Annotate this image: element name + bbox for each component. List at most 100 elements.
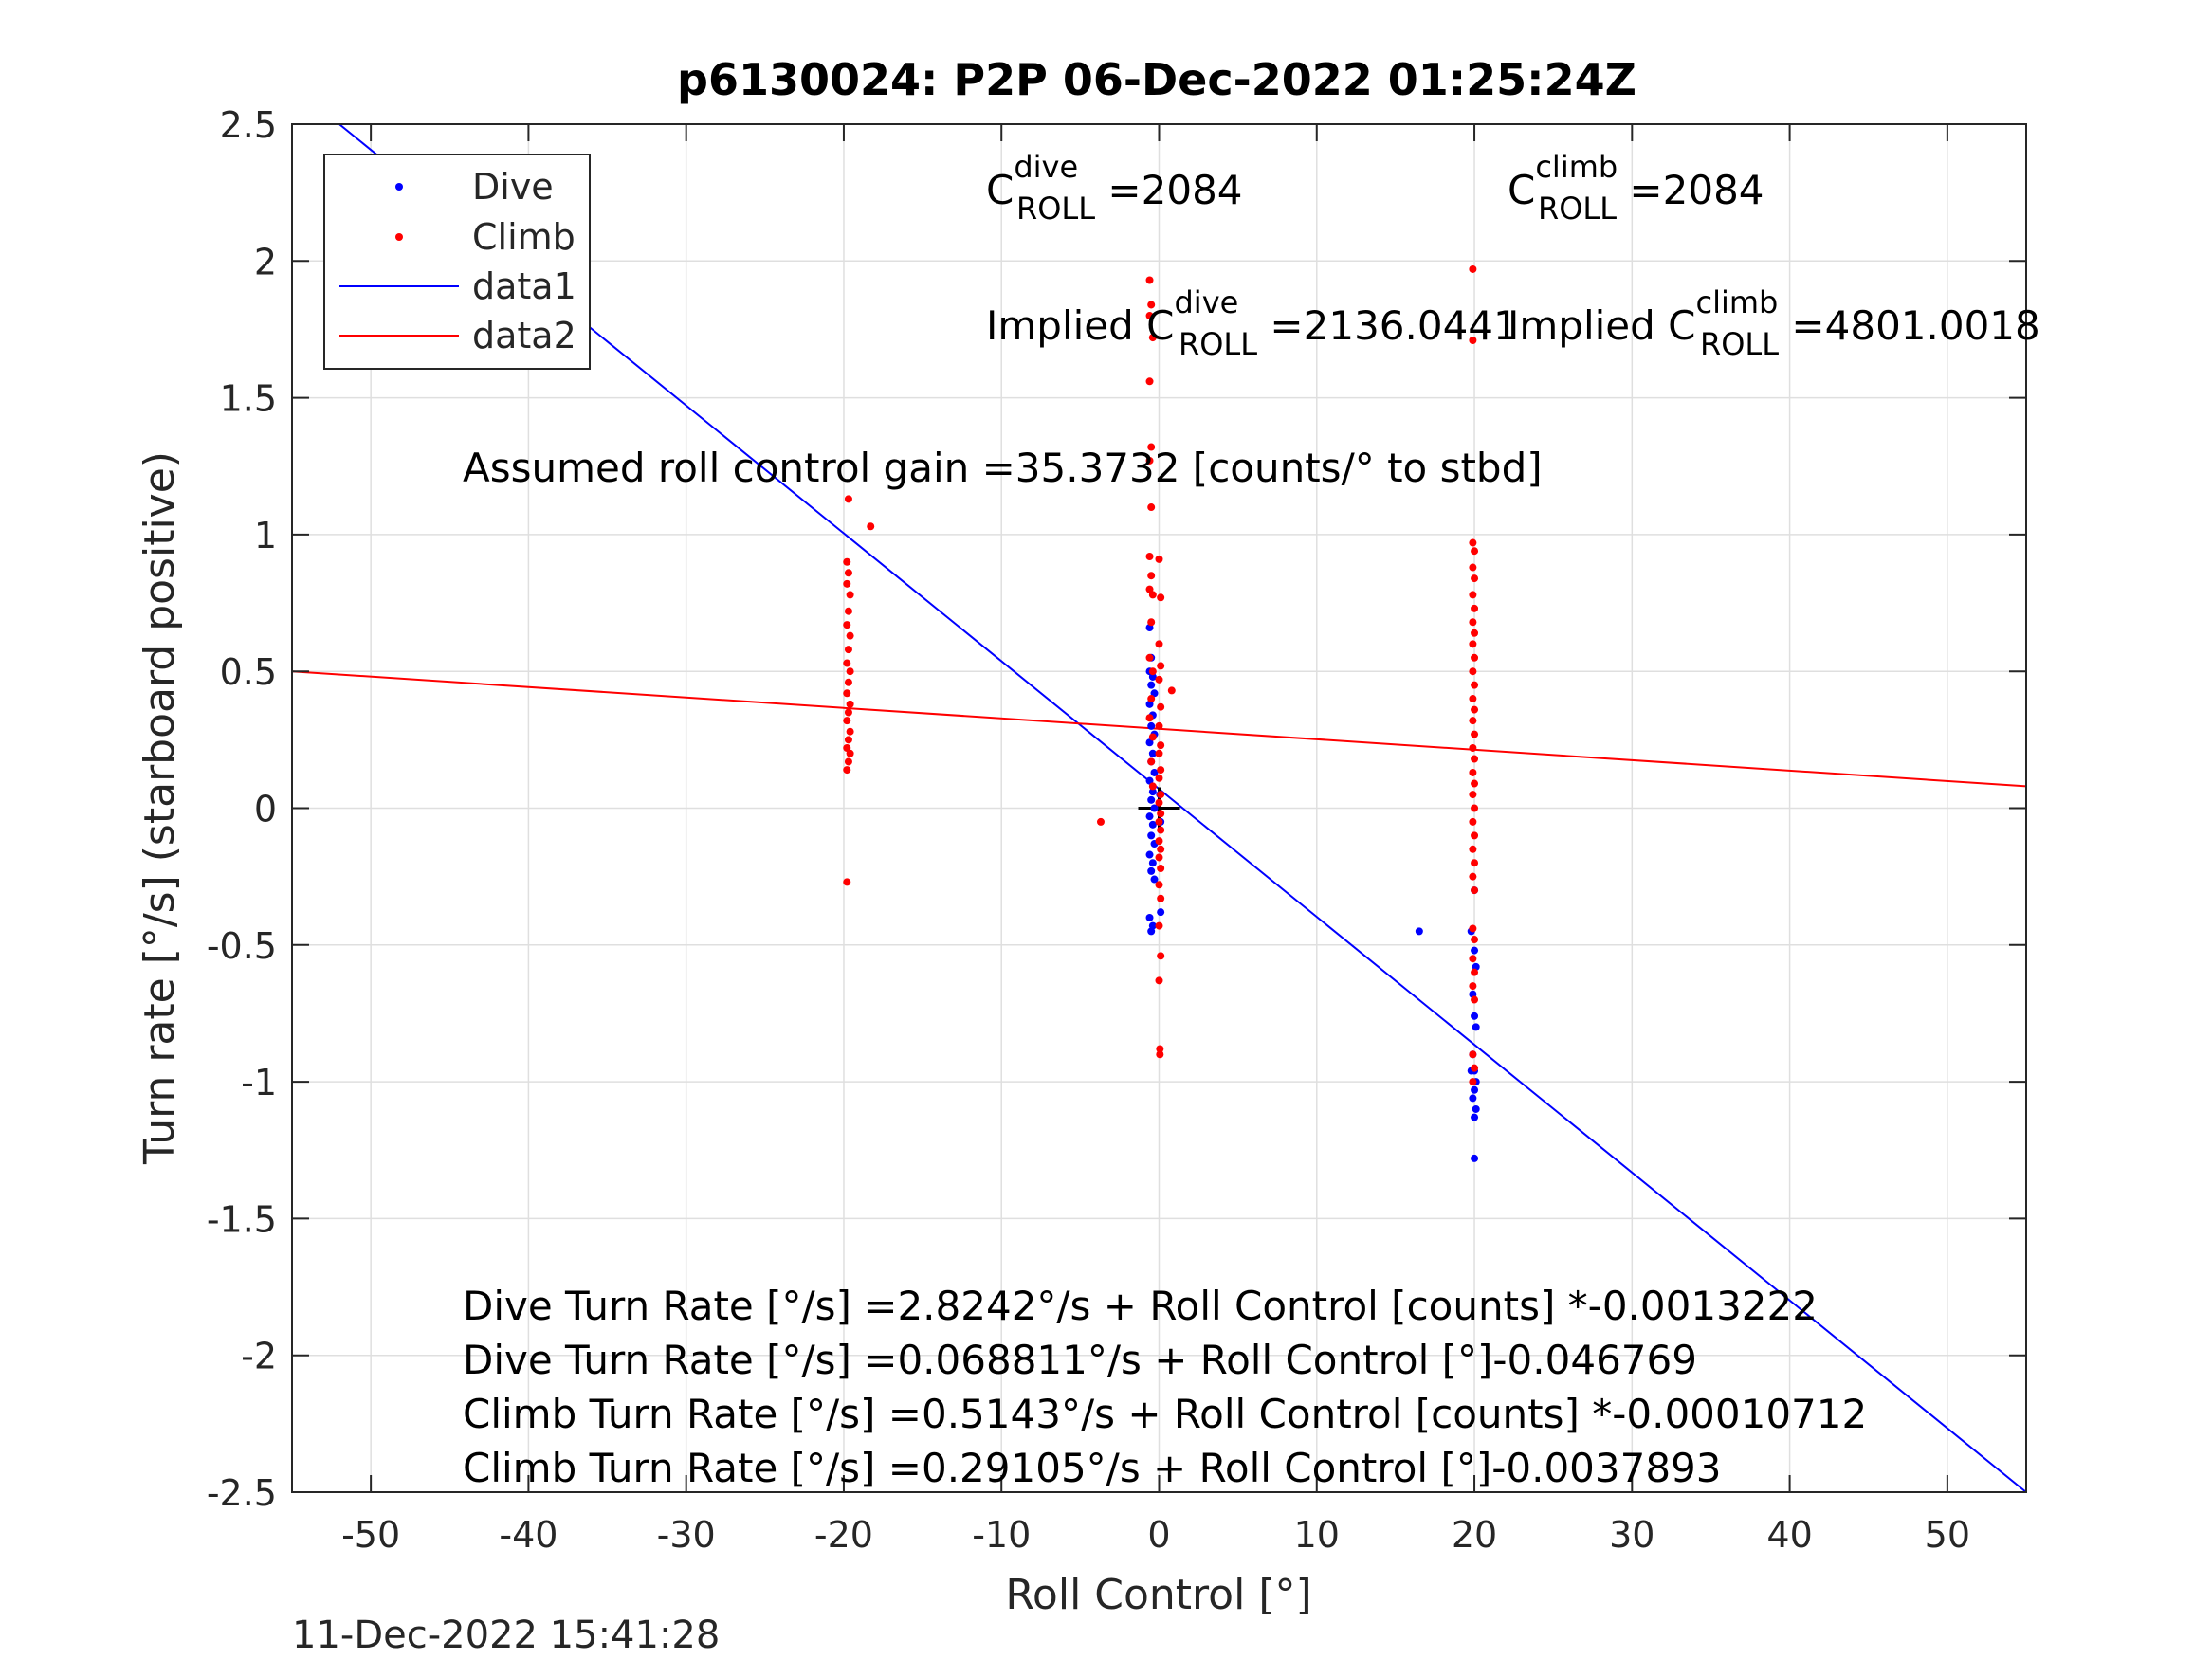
legend-data1-label: data1 [472,265,576,307]
climb-point [1145,456,1154,465]
climb-point [1155,798,1163,807]
climb-point [1469,845,1477,853]
x-tick-label: -30 [657,1514,716,1556]
x-tick-label: -40 [499,1514,558,1556]
climb-point [1155,640,1163,648]
climb-point [1155,881,1163,889]
climb-point [1471,936,1479,944]
legend-dive-marker [395,183,403,191]
y-tick-label: -2.5 [207,1472,277,1514]
climb-point [1471,859,1479,867]
dive-point [1472,1023,1480,1031]
x-tick-label: 30 [1609,1514,1654,1556]
climb-point [1147,695,1156,703]
dive-point [1471,1113,1479,1121]
climb-point [1471,681,1479,689]
climb-point [1157,845,1165,853]
plot-content [292,124,2026,1492]
dive-point [1147,721,1156,730]
climb-point [1471,604,1479,612]
climb-point [1148,334,1157,342]
implied-climb-sup: climb [1695,284,1778,320]
dive-point [1148,788,1157,796]
climb-point [1471,574,1479,583]
dive-point [1145,850,1154,859]
climb-point [1155,853,1163,862]
climb-point [846,727,854,736]
fit-climb-degrees-annotation: Climb Turn Rate [°/s] =0.29105°/s + Roll… [463,1445,1722,1491]
dive-point [1471,946,1479,955]
legend: Dive Climb data1 data2 [323,154,591,370]
climb-point [1147,503,1156,512]
dive-point [1145,812,1154,821]
fit-dive-degrees-annotation: Dive Turn Rate [°/s] =0.068811°/s + Roll… [463,1337,1697,1383]
climb-point [843,689,851,698]
climb-point [1147,757,1156,766]
x-tick-label: -20 [814,1514,873,1556]
climb-point [1145,552,1154,560]
climb-point [1155,976,1163,985]
legend-dive-label: Dive [472,166,554,208]
climb-point [1471,629,1479,637]
climb-point [1155,749,1163,757]
roll-gain-annotation: Assumed roll control gain =35.3732 [coun… [463,445,1543,491]
climb-point [1469,640,1477,648]
dive-point [1472,1104,1480,1113]
dive-point [1147,927,1156,936]
c-climb-value: =2084 [1617,167,1764,213]
climb-point [1157,952,1165,960]
legend-climb-marker [395,233,403,241]
climb-point [1157,593,1165,602]
climb-point [1145,276,1154,284]
implied-dive-base: Implied C [986,302,1174,349]
fit-dive-counts-annotation: Dive Turn Rate [°/s] =2.8242°/s + Roll C… [463,1283,1818,1329]
dive-point [1145,913,1154,921]
x-tick-label: 40 [1766,1514,1812,1556]
x-tick-label: 10 [1294,1514,1340,1556]
climb-point [1157,894,1165,902]
climb-point [846,667,854,676]
y-tick-label: 1 [254,515,277,556]
climb-point [1145,377,1154,386]
climb-point [1469,563,1477,572]
climb-point [1471,705,1479,714]
y-tick-label: -0.5 [207,925,277,967]
implied-climb-base: Implied C [1508,302,1695,349]
climb-point [1147,301,1156,309]
climb-point [1471,1064,1479,1072]
y-tick-labels: 2.5 2 1.5 1 0.5 0 -0.5 -1 -1.5 -2 -2.5 [207,104,277,1514]
climb-point [843,579,851,588]
climb-point [846,591,854,599]
climb-point [843,878,851,886]
c-climb-sup: climb [1535,149,1618,185]
climb-point [1471,995,1479,1004]
climb-point [1145,653,1154,662]
climb-point [1145,714,1154,722]
implied-climb-sub: ROLL [1700,326,1779,362]
implied-climb-value: =4801.0018 [1779,302,2040,349]
climb-point [1155,721,1163,730]
climb-point [1155,921,1163,930]
climb-point [1469,264,1477,273]
climb-point [1157,791,1165,799]
x-axis-label: Roll Control [°] [1005,1571,1311,1619]
x-tick-label: 50 [1925,1514,1970,1556]
climb-point [1469,872,1477,881]
implied-c-roll-dive-annotation: Implied Cdive ROLL =2136.0441 [986,284,1519,362]
climb-point [1469,955,1477,963]
climb-point [1469,695,1477,703]
climb-point [1157,826,1165,834]
climb-point [844,646,852,654]
legend-data2-label: data2 [472,315,576,356]
climb-point [1147,443,1156,451]
chart-title: p6130024: P2P 06-Dec-2022 01:25:24Z [677,54,1636,105]
climb-point [1145,312,1154,320]
y-tick-label: 2 [254,241,277,283]
climb-point [1157,741,1165,750]
climb-point [1148,782,1157,791]
climb-point [1469,717,1477,725]
legend-box [323,154,591,370]
climb-point [1471,653,1479,662]
climb-point [1469,591,1477,599]
climb-point [1469,618,1477,627]
